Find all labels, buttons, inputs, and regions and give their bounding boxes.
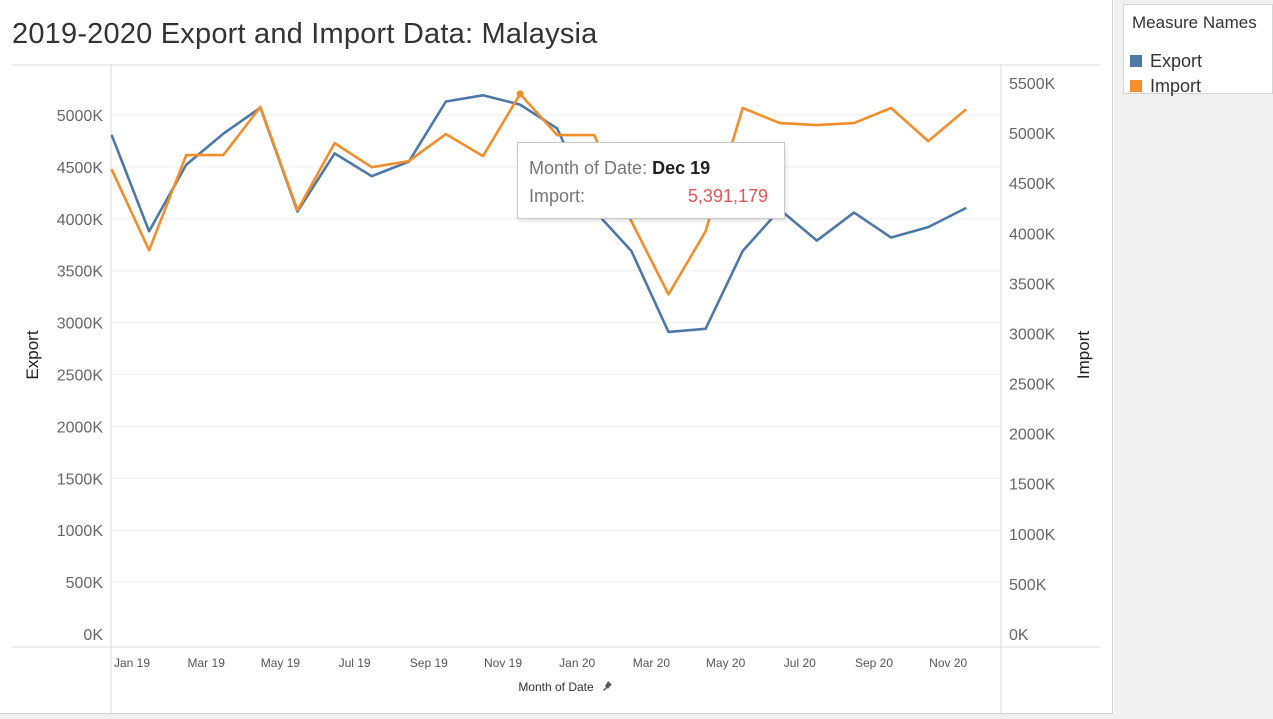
x-tick-label: Mar 20 — [633, 656, 671, 670]
y-left-tick-label: 1500K — [57, 471, 104, 488]
y-left-tick-label: 4000K — [57, 212, 104, 229]
legend-item-export[interactable]: Export — [1130, 51, 1202, 71]
x-tick-label: Nov 19 — [484, 656, 522, 670]
legend-item-import[interactable]: Import — [1130, 76, 1201, 96]
y-right-tick-label: 2500K — [1009, 377, 1056, 394]
y-left-tick-label: 3000K — [57, 316, 104, 333]
y-right-tick-label: 5000K — [1009, 126, 1056, 143]
legend-title: Measure Names — [1132, 13, 1257, 33]
tooltip-month-label: Month of Date: — [529, 158, 647, 178]
y-right-tick-label: 5500K — [1009, 76, 1056, 93]
x-tick-label: Jul 20 — [784, 656, 816, 670]
x-tick-label: Mar 19 — [188, 656, 226, 670]
legend-swatch-import — [1130, 80, 1142, 92]
line-chart[interactable]: 0K 500K 1000K 1500K 2000K 2500K 3000K 3500K 4000… — [0, 0, 1113, 714]
x-axis-title: Month of Date — [518, 680, 594, 694]
x-tick-label: Jan 19 — [114, 656, 150, 670]
tooltip-month-row: Month of Date: Dec 19 — [529, 158, 710, 179]
tooltip: Month of Date: Dec 19 Import: 5,391,179 — [517, 142, 785, 219]
tooltip-month-value: Dec 19 — [652, 158, 710, 178]
x-tick-label: May 20 — [706, 656, 746, 670]
x-tick-label: Sep 19 — [410, 656, 448, 670]
y-left-tick-label: 4500K — [57, 160, 104, 177]
y-right-tick-label: 2000K — [1009, 427, 1056, 444]
y-right-tick-label: 3500K — [1009, 276, 1056, 293]
legend-swatch-export — [1130, 55, 1142, 67]
y-right-tick-label: 0K — [1009, 627, 1029, 644]
tooltip-measure-label: Import: — [529, 186, 585, 206]
side-panel — [1114, 0, 1273, 719]
x-tick-label: Nov 20 — [929, 656, 967, 670]
bottom-strip — [0, 714, 1114, 719]
y-right-tick-label: 4000K — [1009, 226, 1056, 243]
y-left-tick-label: 1000K — [57, 523, 104, 540]
x-tick-label: Jul 19 — [339, 656, 371, 670]
tooltip-measure-value: 5,391,179 — [688, 186, 768, 207]
y-left-tick-label: 5000K — [57, 108, 104, 125]
y-axis-left-title: Export — [23, 330, 42, 379]
x-tick-label: Jan 20 — [559, 656, 595, 670]
y-right-tick-label: 500K — [1009, 577, 1047, 594]
x-tick-label: May 19 — [261, 656, 301, 670]
pin-icon[interactable] — [601, 680, 613, 692]
highlighted-point — [517, 90, 524, 97]
legend[interactable]: Measure Names Export Import — [1123, 4, 1273, 94]
legend-label-import: Import — [1150, 76, 1201, 97]
y-right-tick-label: 1500K — [1009, 477, 1056, 494]
legend-label-export: Export — [1150, 51, 1202, 72]
y-left-tick-label: 2000K — [57, 419, 104, 436]
y-right-tick-label: 4500K — [1009, 176, 1056, 193]
y-right-tick-label: 1000K — [1009, 527, 1056, 544]
y-left-tick-label: 500K — [66, 575, 104, 592]
y-left-tick-label: 3500K — [57, 264, 104, 281]
tooltip-measure-row: Import: — [529, 186, 585, 207]
x-tick-label: Sep 20 — [855, 656, 893, 670]
y-axis-right-title: Import — [1074, 331, 1093, 379]
y-left-tick-label: 0K — [83, 627, 103, 644]
y-left-tick-label: 2500K — [57, 368, 104, 385]
y-right-tick-label: 3000K — [1009, 326, 1056, 343]
